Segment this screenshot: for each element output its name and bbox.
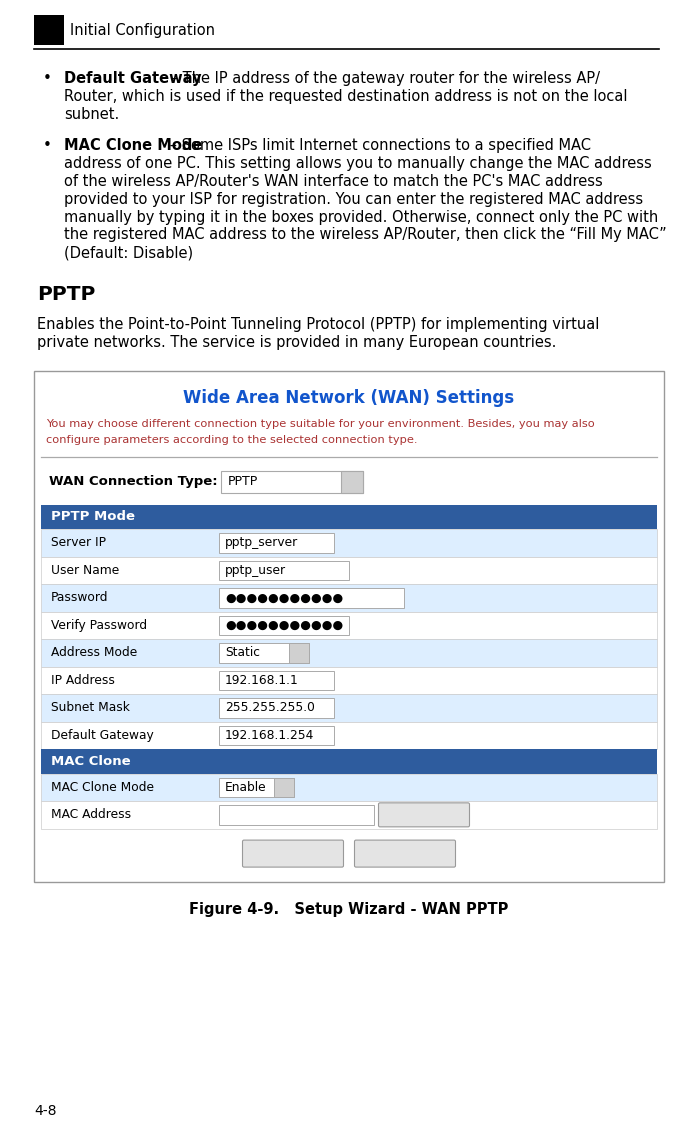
Bar — [219, 534, 334, 553]
Text: Wide Area Network (WAN) Settings: Wide Area Network (WAN) Settings — [183, 389, 515, 406]
Text: 4-8: 4-8 — [34, 1104, 57, 1118]
Text: 255.255.255.0: 255.255.255.0 — [225, 702, 315, 714]
Text: manually by typing it in the boxes provided. Otherwise, connect only the PC with: manually by typing it in the boxes provi… — [64, 210, 659, 224]
Text: 192.168.1.254: 192.168.1.254 — [225, 729, 315, 742]
Text: MAC Clone Mode: MAC Clone Mode — [51, 781, 154, 794]
Text: Cancel: Cancel — [382, 847, 428, 861]
Text: IP Address: IP Address — [51, 673, 115, 687]
Bar — [41, 667, 657, 694]
Text: ●●●●●●●●●●●: ●●●●●●●●●●● — [225, 619, 343, 632]
Bar — [219, 588, 404, 608]
Bar — [289, 643, 309, 662]
Text: private networks. The service is provided in many European countries.: private networks. The service is provide… — [37, 335, 556, 350]
Text: •: • — [43, 71, 52, 86]
Bar — [219, 616, 349, 635]
Text: of the wireless AP/Router's WAN interface to match the PC's MAC address: of the wireless AP/Router's WAN interfac… — [64, 174, 603, 190]
Bar — [41, 529, 657, 556]
Bar — [274, 777, 294, 797]
Bar — [41, 774, 657, 801]
Text: pptp_server: pptp_server — [225, 536, 298, 549]
FancyBboxPatch shape — [242, 840, 343, 867]
Bar — [41, 504, 657, 529]
Text: Password: Password — [51, 591, 108, 605]
Bar — [219, 777, 294, 797]
Bar — [34, 371, 664, 882]
Bar — [41, 801, 657, 829]
Text: Initial Configuration: Initial Configuration — [70, 23, 215, 37]
Bar — [41, 556, 657, 584]
Text: Next: Next — [278, 847, 308, 861]
Text: Enable: Enable — [225, 781, 267, 794]
Text: configure parameters according to the selected connection type.: configure parameters according to the se… — [46, 434, 417, 444]
Text: Server IP: Server IP — [51, 536, 106, 549]
Bar — [41, 749, 657, 774]
Bar — [219, 561, 349, 580]
Text: ▾: ▾ — [296, 646, 302, 660]
Text: MAC Clone: MAC Clone — [51, 755, 131, 768]
Bar — [41, 640, 657, 667]
Bar — [41, 611, 657, 640]
Text: Default Gateway: Default Gateway — [51, 729, 154, 742]
Text: Subnet Mask: Subnet Mask — [51, 702, 130, 714]
Text: address of one PC. This setting allows you to manually change the MAC address: address of one PC. This setting allows y… — [64, 156, 652, 171]
Text: Router, which is used if the requested destination address is not on the local: Router, which is used if the requested d… — [64, 89, 627, 104]
Bar — [41, 584, 657, 611]
Text: PPTP Mode: PPTP Mode — [51, 510, 135, 523]
Text: provided to your ISP for registration. You can enter the registered MAC address: provided to your ISP for registration. Y… — [64, 192, 643, 206]
Text: ●●●●●●●●●●●: ●●●●●●●●●●● — [225, 591, 343, 605]
Text: – Some ISPs limit Internet connections to a specified MAC: – Some ISPs limit Internet connections t… — [165, 139, 591, 153]
Bar — [341, 470, 363, 493]
Text: subnet.: subnet. — [64, 107, 119, 122]
Text: MAC Address: MAC Address — [51, 809, 131, 821]
Text: MAC Clone Mode: MAC Clone Mode — [64, 139, 202, 153]
Bar — [219, 698, 334, 717]
Bar — [221, 470, 363, 493]
Text: ▾: ▾ — [349, 475, 355, 488]
Text: User Name: User Name — [51, 564, 119, 576]
Text: Address Mode: Address Mode — [51, 646, 138, 660]
Text: Fill My MAC: Fill My MAC — [391, 809, 458, 821]
Text: ▾: ▾ — [281, 781, 287, 794]
Text: Default Gateway: Default Gateway — [64, 71, 202, 86]
Text: – The IP address of the gateway router for the wireless AP/: – The IP address of the gateway router f… — [166, 71, 600, 86]
Text: (Default: Disable): (Default: Disable) — [64, 245, 193, 261]
Bar — [219, 805, 374, 825]
FancyBboxPatch shape — [379, 803, 469, 827]
Text: You may choose different connection type suitable for your environment. Besides,: You may choose different connection type… — [46, 418, 595, 429]
Text: Verify Password: Verify Password — [51, 619, 147, 632]
Text: PPTP: PPTP — [37, 285, 95, 305]
FancyBboxPatch shape — [355, 840, 456, 867]
Bar — [219, 725, 334, 746]
Text: pptp_user: pptp_user — [225, 564, 286, 576]
Bar — [34, 15, 64, 45]
Text: 192.168.1.1: 192.168.1.1 — [225, 673, 299, 687]
Text: •: • — [43, 139, 52, 153]
Text: PPTP: PPTP — [228, 475, 258, 488]
Bar — [41, 694, 657, 722]
Text: 4: 4 — [43, 21, 55, 39]
Bar — [219, 671, 334, 690]
Text: WAN Connection Type:: WAN Connection Type: — [49, 475, 218, 488]
Text: Figure 4-9.   Setup Wizard - WAN PPTP: Figure 4-9. Setup Wizard - WAN PPTP — [189, 901, 509, 917]
Text: the registered MAC address to the wireless AP/Router, then click the “Fill My MA: the registered MAC address to the wirele… — [64, 228, 667, 243]
Bar — [219, 643, 309, 662]
Text: Static: Static — [225, 646, 260, 660]
Bar — [41, 722, 657, 749]
Text: Enables the Point-to-Point Tunneling Protocol (PPTP) for implementing virtual: Enables the Point-to-Point Tunneling Pro… — [37, 317, 599, 332]
